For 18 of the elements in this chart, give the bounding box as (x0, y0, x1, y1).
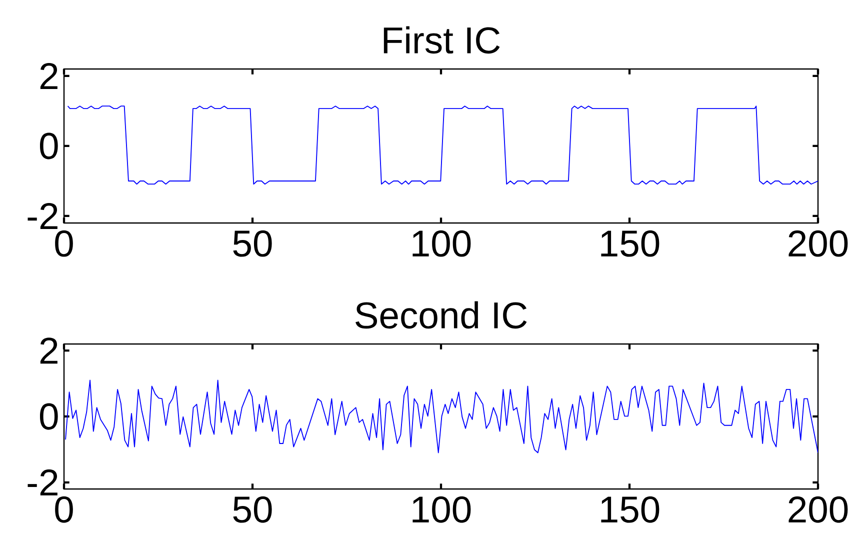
x-tick-label: 50 (233, 230, 272, 257)
y-tick-label: 2 (40, 338, 58, 364)
y-tick-label: 0 (40, 403, 58, 430)
y-tick-label: 0 (40, 132, 58, 160)
x-tick-label: 100 (412, 230, 471, 257)
x-tick-label: 150 (601, 496, 660, 523)
x-tick-label: 150 (601, 230, 660, 257)
y-tick-label: -2 (28, 469, 58, 496)
x-tick-label: 200 (788, 496, 848, 523)
chart-title: First IC (384, 26, 500, 54)
line-series (67, 106, 818, 185)
y-tick-label: -2 (28, 202, 58, 230)
y-tick-label: 2 (40, 62, 58, 90)
x-tick-label: 50 (233, 496, 272, 523)
chart-title: Second IC (356, 301, 527, 329)
x-tick-label: 100 (412, 496, 471, 523)
line-series (65, 380, 818, 454)
x-tick-label: 200 (788, 230, 848, 257)
